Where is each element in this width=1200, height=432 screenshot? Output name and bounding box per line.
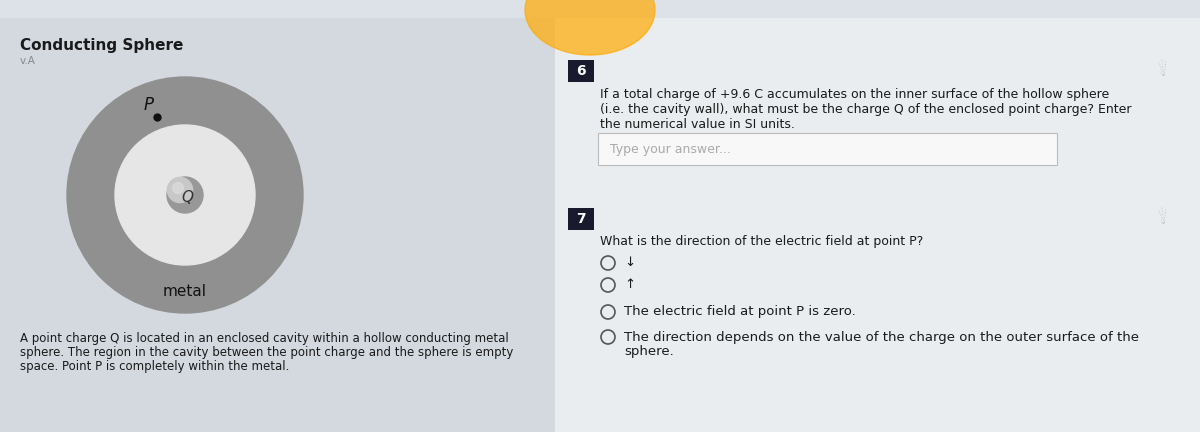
FancyBboxPatch shape [568,208,594,230]
Text: (i.e. the cavity wall), what must be the charge Q of the enclosed point charge? : (i.e. the cavity wall), what must be the… [600,103,1132,116]
Text: A point charge Q is located in an enclosed cavity within a hollow conducting met: A point charge Q is located in an enclos… [20,332,509,345]
Text: ☄: ☄ [1154,58,1175,78]
Text: space. Point P is completely within the metal.: space. Point P is completely within the … [20,360,289,373]
Text: Q: Q [181,191,193,206]
Circle shape [167,177,203,213]
Circle shape [115,125,256,265]
Text: sphere.: sphere. [624,346,673,359]
Ellipse shape [526,0,655,55]
Text: What is the direction of the electric field at point P?: What is the direction of the electric fi… [600,235,923,248]
Text: the numerical value in SI units.: the numerical value in SI units. [600,118,794,131]
Text: ↓: ↓ [624,257,635,270]
Text: Type your answer...: Type your answer... [610,143,731,156]
Text: Conducting Sphere: Conducting Sphere [20,38,184,53]
FancyBboxPatch shape [0,0,554,432]
Text: v.A: v.A [20,56,36,66]
Text: sphere. The region in the cavity between the point charge and the sphere is empt: sphere. The region in the cavity between… [20,346,514,359]
Text: 6: 6 [576,64,586,78]
Text: metal: metal [163,283,208,299]
Circle shape [173,183,184,194]
FancyBboxPatch shape [554,0,1200,432]
Text: The direction depends on the value of the charge on the outer surface of the: The direction depends on the value of th… [624,330,1139,343]
FancyBboxPatch shape [0,0,1200,18]
Text: ☄: ☄ [1154,206,1175,226]
Circle shape [168,178,193,203]
FancyBboxPatch shape [568,60,594,82]
Text: If a total charge of +9.6 C accumulates on the inner surface of the hollow spher: If a total charge of +9.6 C accumulates … [600,88,1109,101]
Circle shape [67,77,302,313]
Text: The electric field at point P is zero.: The electric field at point P is zero. [624,305,856,318]
Text: ↑: ↑ [624,279,635,292]
Text: P: P [144,96,154,114]
FancyBboxPatch shape [598,133,1057,165]
Text: 7: 7 [576,212,586,226]
